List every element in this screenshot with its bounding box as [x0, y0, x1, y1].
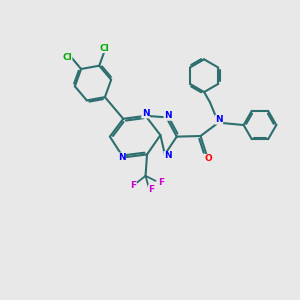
Text: F: F [130, 181, 136, 190]
Text: Cl: Cl [62, 53, 72, 62]
Text: N: N [164, 111, 172, 120]
Text: Cl: Cl [99, 44, 109, 53]
Text: F: F [158, 178, 164, 187]
Text: N: N [142, 109, 149, 118]
Text: O: O [204, 154, 212, 164]
Text: N: N [118, 153, 126, 162]
Text: F: F [148, 185, 154, 194]
Text: N: N [215, 115, 223, 124]
Text: N: N [164, 152, 172, 160]
